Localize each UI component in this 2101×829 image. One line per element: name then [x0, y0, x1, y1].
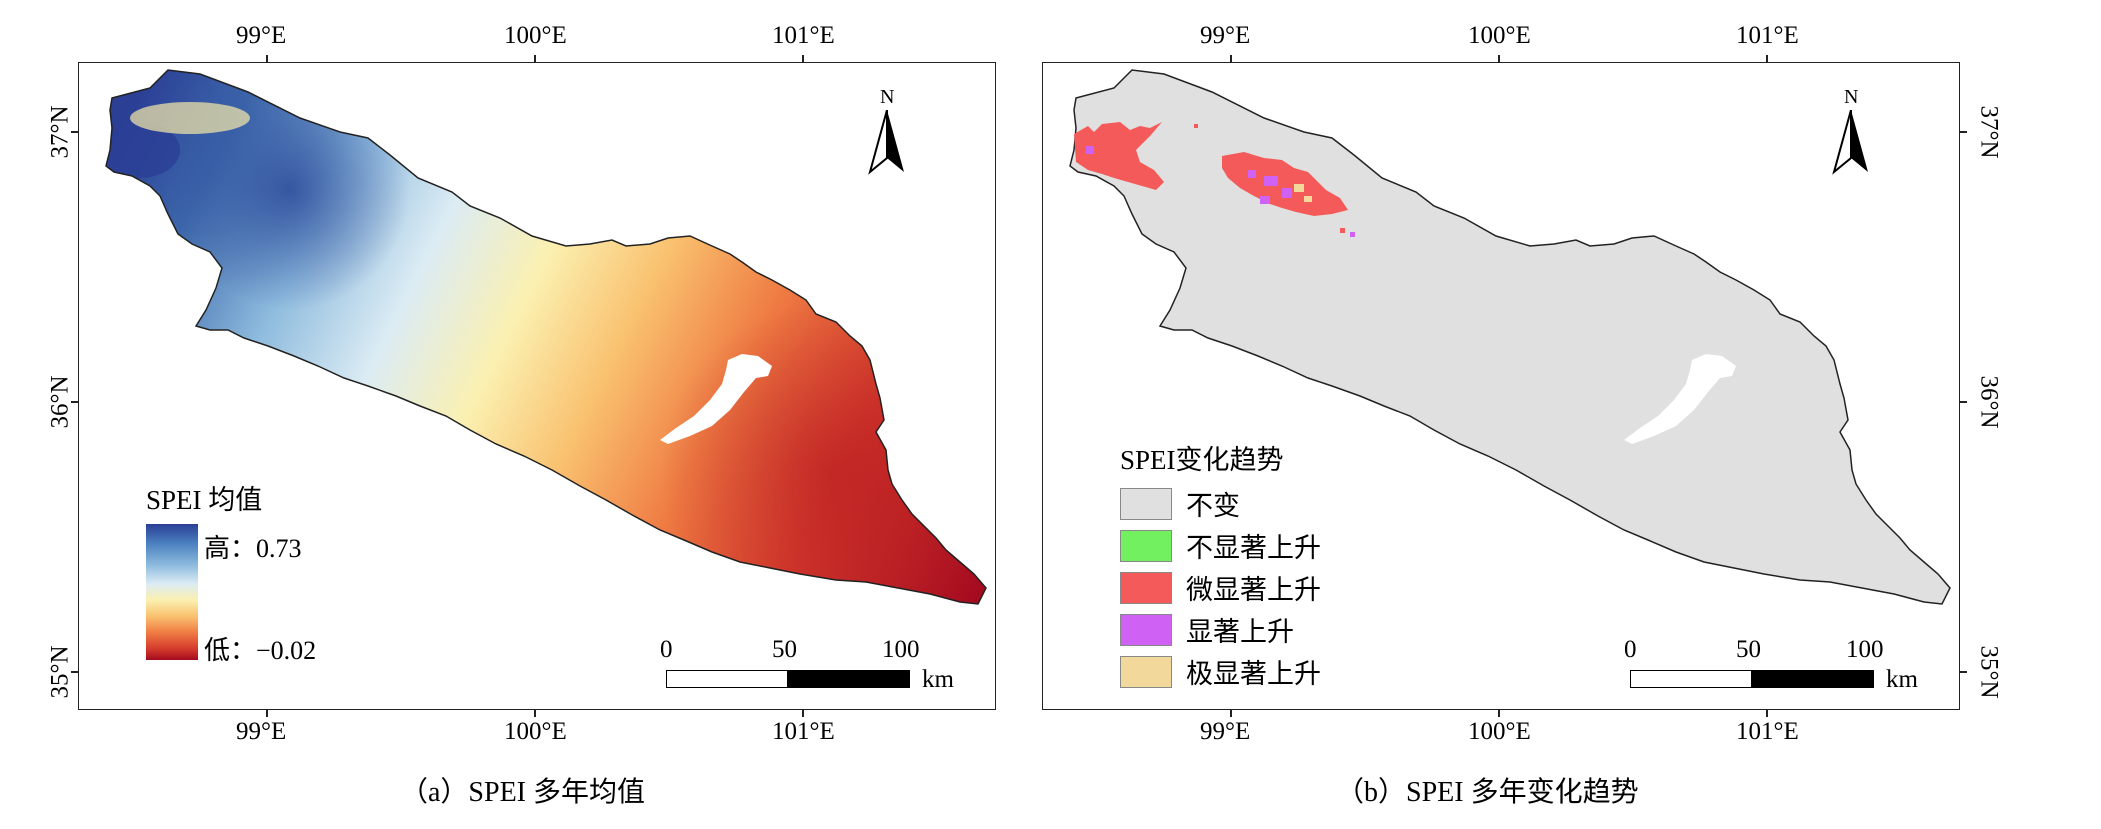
- basin-spei-mean-map: [105, 69, 987, 605]
- caption-b: （b）SPEI 多年变化趋势: [1336, 777, 1639, 808]
- scale-segment-black: [788, 670, 910, 688]
- tick-mark: [71, 671, 78, 673]
- panel-b-spei-trend: 99°E 100°E 101°E 99°E 100°E 101°E 37°N 3…: [1040, 0, 2101, 829]
- tick-mark: [534, 710, 536, 717]
- scale-label-100: 100: [1846, 636, 1884, 663]
- legend-title-a: SPEI 均值: [146, 485, 263, 515]
- tick-mark: [802, 55, 804, 62]
- top-tick-100e: 100°E: [1468, 22, 1531, 49]
- north-label: N: [880, 86, 895, 108]
- north-arrow: N: [862, 86, 912, 186]
- scale-label-50: 50: [1736, 636, 1761, 663]
- lake-shape: [660, 354, 772, 444]
- tick-mark: [1230, 55, 1232, 62]
- top-tick-101e: 101°E: [1736, 22, 1799, 49]
- scale-segment-black: [1752, 670, 1874, 688]
- north-arrow-icon: [1832, 110, 1868, 175]
- legend-label: 显著上升: [1186, 617, 1294, 647]
- top-tick-100e: 100°E: [504, 22, 567, 49]
- tick-mark: [1766, 55, 1768, 62]
- legend-item-insignificant-rise: 不显著上升: [1120, 526, 1321, 565]
- tick-mark: [71, 131, 78, 133]
- legend-label: 不显著上升: [1186, 533, 1321, 563]
- scale-label-50: 50: [772, 636, 797, 663]
- map-frame-a: [78, 62, 996, 710]
- tick-mark: [1960, 671, 1967, 673]
- scale-label-100: 100: [882, 636, 920, 663]
- basin-spei-trend-map: [1069, 69, 1951, 605]
- bottom-tick-99e: 99°E: [236, 718, 287, 745]
- tick-mark: [802, 710, 804, 717]
- spei-color-ramp: [146, 524, 198, 660]
- top-tick-99e: 99°E: [236, 22, 287, 49]
- north-arrow-icon: [868, 110, 904, 175]
- tick-mark: [71, 401, 78, 403]
- scale-segment-white: [666, 670, 788, 688]
- scale-unit: km: [922, 666, 954, 693]
- tick-mark: [1960, 401, 1967, 403]
- legend-title-b: SPEI变化趋势: [1120, 445, 1284, 475]
- tick-mark: [266, 55, 268, 62]
- bottom-tick-101e: 101°E: [1736, 718, 1799, 745]
- tick-mark: [534, 55, 536, 62]
- bottom-tick-100e: 100°E: [504, 718, 567, 745]
- ramp-low-label: 低：−0.02: [204, 636, 317, 665]
- scale-bar-b: 0 50 100 km: [1624, 636, 1918, 696]
- caption-a: （a）SPEI 多年均值: [400, 777, 646, 808]
- legend-item-unchanged: 不变: [1120, 484, 1240, 523]
- tick-mark: [1766, 710, 1768, 717]
- scale-unit: km: [1886, 666, 1918, 693]
- legend-label: 不变: [1186, 491, 1240, 521]
- legend-swatch: [1120, 487, 1172, 520]
- scale-label-0: 0: [1624, 636, 1637, 663]
- tick-mark: [1498, 55, 1500, 62]
- legend-label: 微显著上升: [1186, 575, 1321, 605]
- legend-item-slight-rise: 微显著上升: [1120, 568, 1321, 607]
- trend-patch-center: [1222, 152, 1348, 216]
- tick-mark: [266, 710, 268, 717]
- legend-swatch: [1120, 571, 1172, 604]
- trend-patch-west: [1074, 122, 1164, 190]
- legend-swatch: [1120, 613, 1172, 646]
- panel-a-mean-spei: 99°E 100°E 101°E 99°E 100°E 101°E 37°N 3…: [0, 0, 1050, 829]
- top-tick-99e: 99°E: [1200, 22, 1251, 49]
- legend-swatch: [1120, 529, 1172, 562]
- top-tick-101e: 101°E: [772, 22, 835, 49]
- scale-segment-white: [1630, 670, 1752, 688]
- map-frame-b: [1042, 62, 1960, 710]
- tick-mark: [1498, 710, 1500, 717]
- legend-label: 极显著上升: [1186, 659, 1321, 689]
- tick-mark: [1960, 131, 1967, 133]
- ramp-high-label: 高：0.73: [204, 534, 302, 563]
- legend-swatch: [1120, 655, 1172, 688]
- north-label: N: [1844, 86, 1859, 108]
- bottom-tick-99e: 99°E: [1200, 718, 1251, 745]
- north-arrow: N: [1826, 86, 1876, 186]
- scale-label-0: 0: [660, 636, 673, 663]
- tick-mark: [1230, 710, 1232, 717]
- bottom-tick-101e: 101°E: [772, 718, 835, 745]
- bottom-tick-100e: 100°E: [1468, 718, 1531, 745]
- scale-bar-a: 0 50 100 km: [660, 636, 954, 696]
- legend-item-significant-rise: 显著上升: [1120, 610, 1294, 649]
- legend-item-extreme-rise: 极显著上升: [1120, 652, 1321, 691]
